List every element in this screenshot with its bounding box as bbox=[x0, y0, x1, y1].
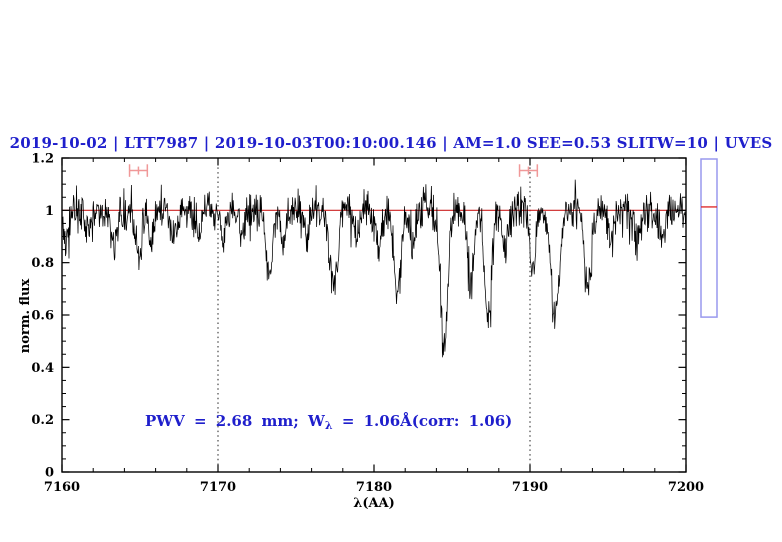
pwv-annotation-text: PWV = 2.68 mm; W bbox=[145, 412, 325, 430]
axis-tick-labels: 7160 7170 7180 7190 7200 0 0.2 0.4 0.6 0.8 1 1.2 bbox=[31, 152, 704, 496]
y-axis-label: norm. flux bbox=[18, 278, 33, 354]
x-tick-label: 7200 bbox=[668, 480, 704, 495]
y-tick-label: 1.2 bbox=[31, 152, 54, 167]
y-tick-label: 0 bbox=[45, 466, 54, 481]
x-tick-label: 7170 bbox=[200, 480, 236, 495]
pwv-annotation-value: = 1.06Å(corr: 1.06) bbox=[332, 412, 513, 430]
flux-range-indicator bbox=[700, 158, 718, 318]
y-tick-label: 0.8 bbox=[31, 256, 54, 271]
x-tick-label: 7190 bbox=[512, 480, 548, 495]
pwv-annotation-lambda-subscript: λ bbox=[324, 419, 333, 432]
flux-range-box bbox=[700, 158, 718, 318]
equivalent-width-marker bbox=[128, 164, 149, 177]
equivalent-width-marker bbox=[518, 164, 539, 177]
axis-ticks bbox=[61, 157, 687, 473]
plot-title: 2019-10-02 | LTT7987 | 2019-10-03T00:10:… bbox=[9, 134, 773, 152]
x-axis-label: λ(AA) bbox=[353, 496, 395, 511]
spectrum-line bbox=[61, 179, 687, 358]
equivalent-width-markers bbox=[128, 164, 539, 177]
y-tick-label: 0.2 bbox=[31, 413, 54, 428]
spectrum-trace bbox=[61, 179, 687, 358]
y-tick-label: 1 bbox=[45, 204, 54, 219]
x-tick-label: 7160 bbox=[44, 480, 80, 495]
pwv-annotation: PWV = 2.68 mm; Wλ = 1.06Å(corr: 1.06) bbox=[145, 412, 512, 432]
x-tick-label: 7180 bbox=[356, 480, 392, 495]
y-tick-label: 0.4 bbox=[31, 361, 54, 376]
y-tick-label: 0.6 bbox=[31, 309, 54, 324]
